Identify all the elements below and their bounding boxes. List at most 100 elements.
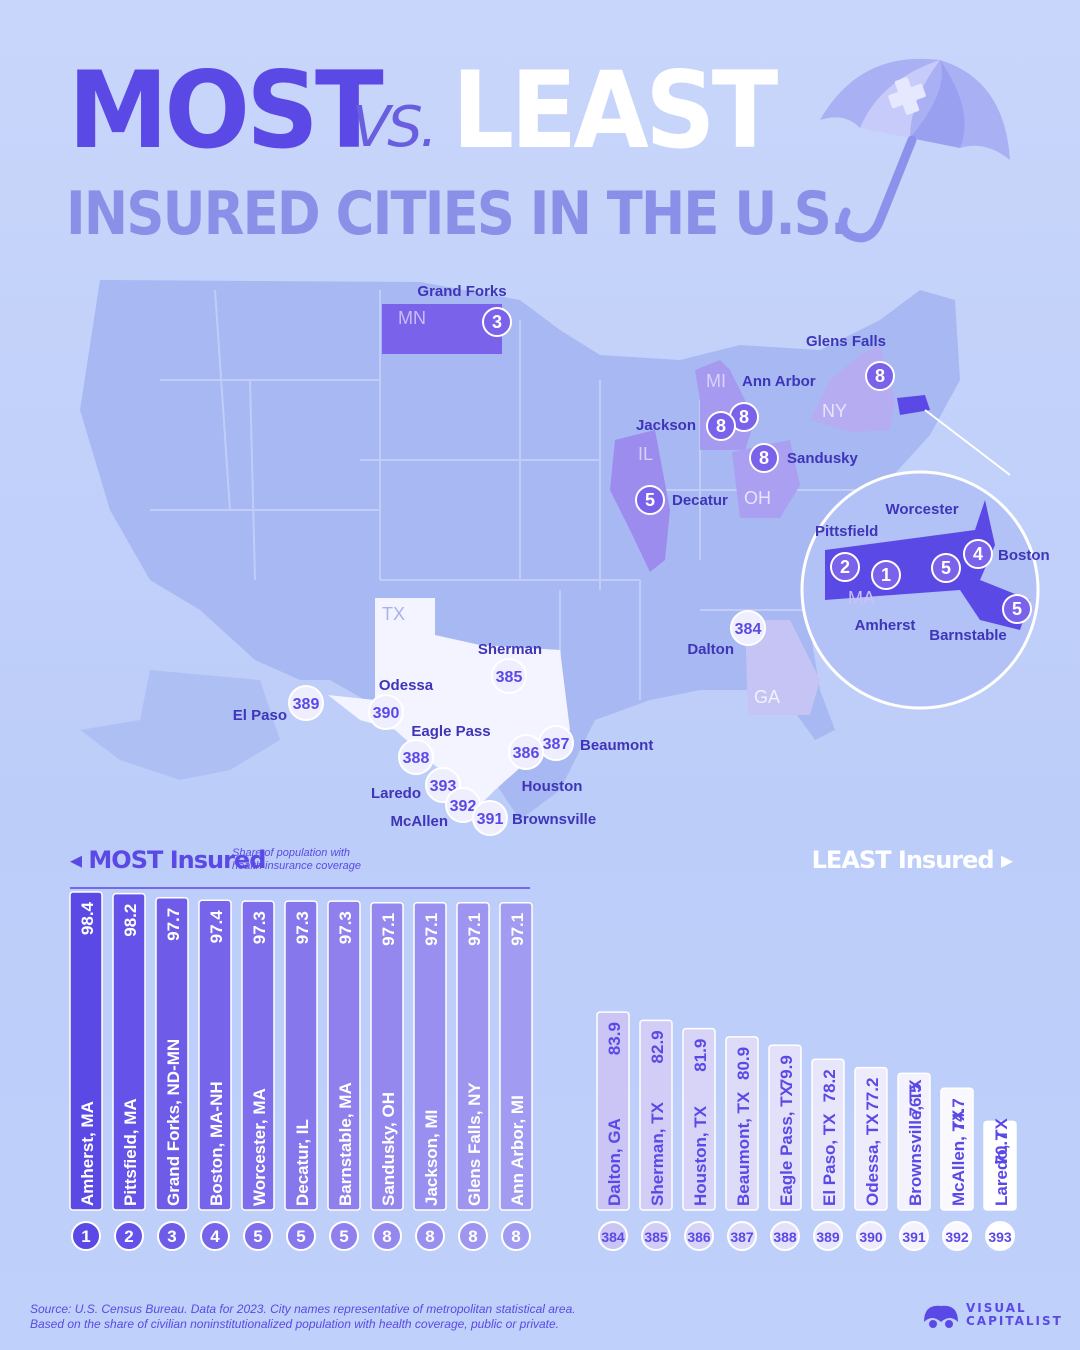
- most-bar-group: 98.2 Pittsfield, MA 2: [112, 892, 146, 1251]
- bar-charts: 98.4 Amherst, MA 1 98.2 Pittsfield, MA 2 97.7 G…: [69, 887, 1017, 1251]
- subtitle: INSURED CITIES IN THE U.S.: [66, 179, 850, 249]
- least-bar-group: 82.9 Sherman, TX 385: [639, 1019, 673, 1251]
- most-rank-badge: [71, 1221, 101, 1251]
- city-marker-dalton: [730, 610, 766, 646]
- most-rank-label: 1: [81, 1227, 90, 1246]
- city-marker-boston: [963, 539, 993, 569]
- least-bar-group: 80.9 Beaumont, TX 387: [725, 1036, 759, 1251]
- source-note: Source: U.S. Census Bureau. Data for 202…: [30, 1302, 576, 1332]
- most-rank-label: 5: [253, 1227, 262, 1246]
- state-label-il: IL: [638, 444, 653, 464]
- least-value-label: 70.7: [992, 1131, 1011, 1164]
- least-bar: [983, 1120, 1017, 1211]
- state-label-ga: GA: [754, 687, 780, 707]
- most-bar: [499, 902, 533, 1211]
- most-bar-group: 97.1 Jackson, MI 8: [413, 902, 447, 1251]
- state-label-ny: NY: [822, 401, 847, 421]
- least-rank-badge: [684, 1221, 714, 1251]
- least-bar-group: 77.2 Odessa, TX 390: [854, 1066, 888, 1251]
- ma-inset-state: [825, 500, 1030, 630]
- most-rank-label: 8: [511, 1227, 520, 1246]
- most-bar: [198, 899, 232, 1211]
- least-rank-label: 389: [816, 1229, 840, 1245]
- most-rank-label: 8: [468, 1227, 477, 1246]
- city-rank-beaumont: 387: [543, 736, 570, 753]
- least-value-label: 80.9: [734, 1047, 753, 1080]
- city-rank-worcester: 5: [941, 558, 951, 578]
- most-bar: [413, 902, 447, 1211]
- most-rank-badge: [329, 1221, 359, 1251]
- most-category-label: Amherst, MA: [78, 1101, 97, 1206]
- least-bar: [811, 1058, 845, 1211]
- city-rank-dalton: 384: [735, 621, 762, 638]
- most-rank-badge: [372, 1221, 402, 1251]
- city-label-sandusky: Sandusky: [787, 450, 859, 467]
- city-marker-el-paso: [288, 685, 324, 721]
- least-rank-badge: [899, 1221, 929, 1251]
- least-rank-badge: [770, 1221, 800, 1251]
- least-category-label: Laredo, TX: [992, 1117, 1011, 1206]
- least-value-label: 78.2: [820, 1069, 839, 1102]
- city-marker-amherst: [871, 560, 901, 590]
- most-category-label: Grand Forks, ND-MN: [164, 1039, 183, 1206]
- city-label-grand-forks: Grand Forks: [417, 283, 506, 300]
- most-value-label: 97.1: [379, 913, 398, 946]
- most-rank-label: 8: [382, 1227, 391, 1246]
- most-category-label: Worcester, MA: [250, 1088, 269, 1206]
- city-label-amherst: Amherst: [855, 617, 916, 634]
- city-rank-ann-arbor: 8: [739, 407, 749, 427]
- state-oh: [732, 440, 800, 518]
- title-least: LEAST: [452, 49, 778, 172]
- most-category-label: Sandusky, OH: [379, 1092, 398, 1206]
- least-insured-label: LEAST Insured ▸: [811, 846, 1013, 874]
- least-insured-text: LEAST Insured: [811, 846, 995, 874]
- most-rank-badge: [200, 1221, 230, 1251]
- state-label-mn: MN: [398, 308, 426, 328]
- city-rank-el-paso: 389: [293, 696, 320, 713]
- state-ma: [897, 395, 930, 415]
- city-label-odessa: Odessa: [379, 677, 434, 694]
- least-bar: [897, 1072, 931, 1211]
- least-bar-group: 83.9 Dalton, GA 384: [596, 1011, 630, 1251]
- least-value-label: 77.2: [863, 1078, 882, 1111]
- least-category-label: Odessa, TX: [863, 1113, 882, 1206]
- most-category-label: Barnstable, MA: [336, 1082, 355, 1206]
- most-insured-note: Share of population with health insuranc…: [232, 847, 362, 872]
- least-rank-badge: [727, 1221, 757, 1251]
- city-marker-sherman: [491, 658, 527, 694]
- least-bar: [682, 1027, 716, 1211]
- least-rank-badge: [813, 1221, 843, 1251]
- city-label-barnstable: Barnstable: [929, 627, 1007, 644]
- most-bar-group: 97.7 Grand Forks, ND-MN 3: [155, 897, 189, 1251]
- least-category-label: Beaumont, TX: [734, 1091, 753, 1206]
- least-category-label: El Paso, TX: [820, 1113, 839, 1206]
- most-bar: [155, 897, 189, 1211]
- state-ga: [745, 620, 820, 715]
- least-rank-label: 384: [601, 1229, 625, 1245]
- least-rank-label: 392: [945, 1229, 969, 1245]
- city-rank-barnstable: 5: [1012, 599, 1022, 619]
- city-rank-jackson: 8: [716, 416, 726, 436]
- city-label-beaumont: Beaumont: [580, 737, 653, 754]
- least-bar: [940, 1087, 974, 1211]
- most-rank-badge: [415, 1221, 445, 1251]
- most-bar-group: 98.4 Amherst, MA 1: [69, 891, 103, 1251]
- least-value-label: 74.7: [949, 1098, 968, 1131]
- city-marker-odessa: [368, 694, 404, 730]
- least-category-label: McAllen, TX: [949, 1109, 968, 1206]
- city-label-worcester: Worcester: [885, 501, 958, 518]
- city-label-eagle-pass: Eagle Pass: [411, 723, 490, 740]
- least-category-label: Dalton, GA: [605, 1118, 624, 1206]
- least-rank-badge: [598, 1221, 628, 1251]
- source-line-1: Source: U.S. Census Bureau. Data for 202…: [30, 1302, 576, 1316]
- least-rank-badge: [641, 1221, 671, 1251]
- most-insured-text: MOST Insured: [88, 846, 266, 874]
- most-value-label: 97.7: [164, 908, 183, 941]
- least-value-label: 82.9: [648, 1030, 667, 1063]
- least-rank-label: 393: [988, 1229, 1012, 1245]
- city-label-pittsfield: Pittsfield: [815, 523, 878, 540]
- city-rank-eagle-pass: 388: [403, 750, 430, 767]
- most-bar: [241, 900, 275, 1211]
- city-marker-grand-forks: [482, 307, 512, 337]
